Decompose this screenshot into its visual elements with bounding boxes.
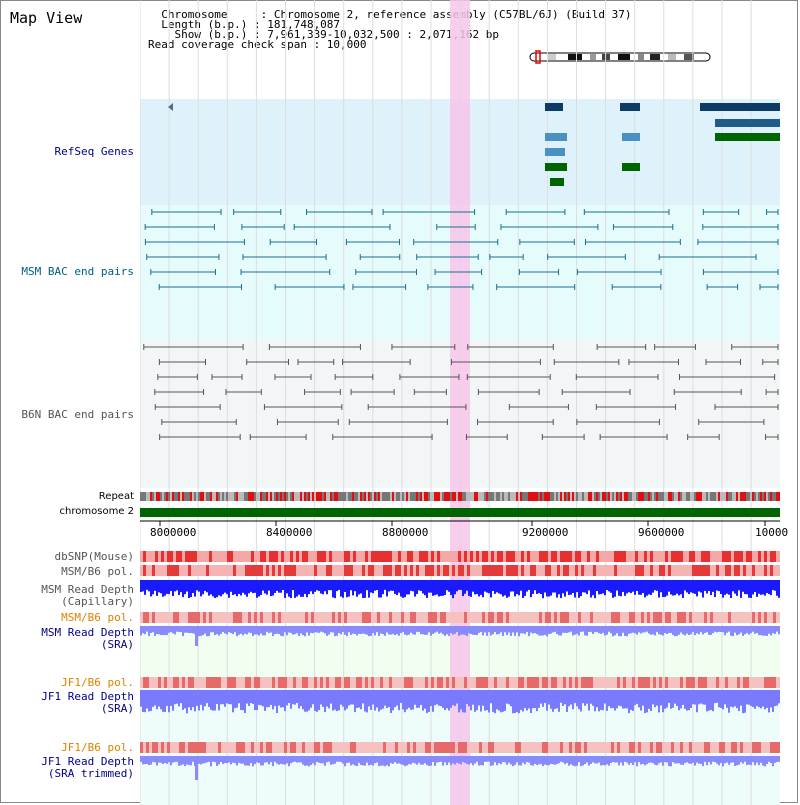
label-repeat: Repeat: [98, 491, 134, 502]
label-msm-bac[interactable]: MSM BAC end pairs: [21, 265, 134, 278]
refseq-gene: [715, 119, 780, 127]
highlight-region: [450, 0, 470, 805]
info-line-coverage: Read coverage check span : 10,000: [148, 38, 367, 51]
label-jf1-b6-pol-2[interactable]: JF1/B6 pol.: [61, 741, 134, 754]
label-dbsnp[interactable]: dbSNP(Mouse): [54, 550, 134, 563]
refseq-gene: [545, 103, 563, 111]
axis-tick-3: 9200000: [522, 526, 569, 539]
chromosome-ideogram[interactable]: [528, 50, 713, 66]
axis-tick-0: 8000000: [150, 526, 197, 539]
label-refseq-genes[interactable]: RefSeq Genes: [54, 145, 134, 158]
refseq-gene: [550, 178, 564, 186]
label-b6n-bac[interactable]: B6N BAC end pairs: [21, 408, 134, 421]
label-jf1-depth-sra[interactable]: JF1 Read Depth (SRA): [41, 690, 134, 715]
refseq-gene: [620, 103, 640, 111]
refseq-gene: [700, 103, 780, 111]
axis-tick-2: 8800000: [382, 526, 429, 539]
refseq-gene: [545, 148, 565, 156]
label-chromosome: chromosome 2: [59, 506, 134, 517]
label-msm-b6-pol[interactable]: MSM/B6 pol.: [61, 565, 134, 578]
label-msm-depth-sra[interactable]: MSM Read Depth (SRA): [41, 626, 134, 651]
genome-track-area[interactable]: [140, 0, 780, 805]
grid-lines: [140, 0, 752, 805]
axis: [159, 521, 766, 526]
refseq-gene: [545, 133, 567, 141]
axis-tick-1: 8400000: [266, 526, 313, 539]
axis-tick-4: 9600000: [638, 526, 685, 539]
refseq-gene: [715, 133, 780, 141]
label-jf1-depth-trimmed[interactable]: JF1 Read Depth (SRA trimmed): [41, 755, 134, 780]
label-jf1-b6-pol[interactable]: JF1/B6 pol.: [61, 676, 134, 689]
label-msm-b6-pol-2[interactable]: MSM/B6 pol.: [61, 611, 134, 624]
page-title: Map View: [10, 9, 83, 27]
label-msm-depth-capillary[interactable]: MSM Read Depth (Capillary): [41, 583, 134, 608]
track-glyphs: [140, 103, 780, 780]
refseq-gene: [622, 163, 640, 171]
refseq-gene: [168, 103, 173, 111]
refseq-gene: [622, 133, 640, 141]
refseq-gene: [545, 163, 567, 171]
axis-tick-5: 10000: [755, 526, 789, 539]
chromosome-bar: [140, 508, 780, 517]
axis-tick-labels: 8000000 8400000 8800000 9200000 9600000 …: [140, 524, 800, 540]
